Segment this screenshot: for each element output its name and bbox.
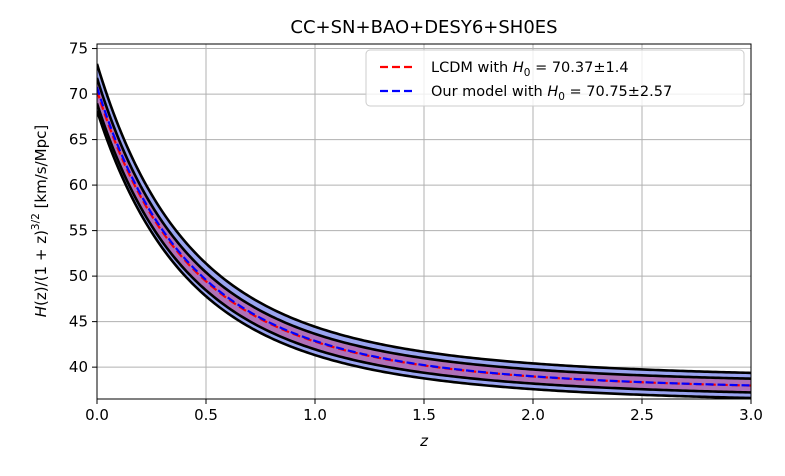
- legend-label-our-model: Our model with H0 = 70.75±2.57: [431, 84, 672, 103]
- y-tick-label: 70: [69, 85, 88, 103]
- x-tick-label: 1.0: [303, 406, 327, 424]
- y-tick-label: 45: [69, 313, 88, 331]
- y-tick-label: 50: [69, 267, 88, 285]
- band-lcdm-lower-edge: [97, 103, 751, 394]
- x-tick-label: 0.0: [85, 406, 109, 424]
- y-tick-label: 60: [69, 176, 88, 194]
- x-tick-label: 2.0: [521, 406, 545, 424]
- legend: LCDM with H0 = 70.37±1.4 Our model with …: [365, 49, 745, 107]
- legend-label-lcdm: LCDM with H0 = 70.37±1.4: [431, 60, 629, 79]
- chart-title: CC+SN+BAO+DESY6+SH0ES: [290, 17, 557, 38]
- series-line-our-model: [97, 86, 751, 387]
- band-our-model-upper-edge: [97, 63, 751, 375]
- x-ticks: 0.0 0.5 1.0 1.5 2.0 2.5 3.0: [85, 399, 763, 424]
- y-tick-label: 75: [69, 40, 88, 58]
- y-tick-label: 55: [69, 222, 88, 240]
- band-lcdm-upper-edge: [97, 77, 751, 380]
- x-tick-label: 3.0: [739, 406, 763, 424]
- y-axis-label: H(z)/(1 + z)3/2 [km/s/Mpc]: [30, 125, 50, 317]
- y-tick-label: 40: [69, 358, 88, 376]
- x-tick-label: 1.5: [412, 406, 436, 424]
- x-tick-label: 2.5: [630, 406, 654, 424]
- plot-area: [97, 63, 751, 399]
- x-tick-label: 0.5: [194, 406, 218, 424]
- x-axis-label: z: [419, 432, 429, 450]
- y-ticks: 40 45 50 55 60 65 70 75: [69, 40, 97, 376]
- y-tick-label: 65: [69, 131, 88, 149]
- band-lcdm: [97, 77, 751, 393]
- legend-box: [365, 49, 745, 107]
- band-our-model-lower-edge: [97, 110, 751, 399]
